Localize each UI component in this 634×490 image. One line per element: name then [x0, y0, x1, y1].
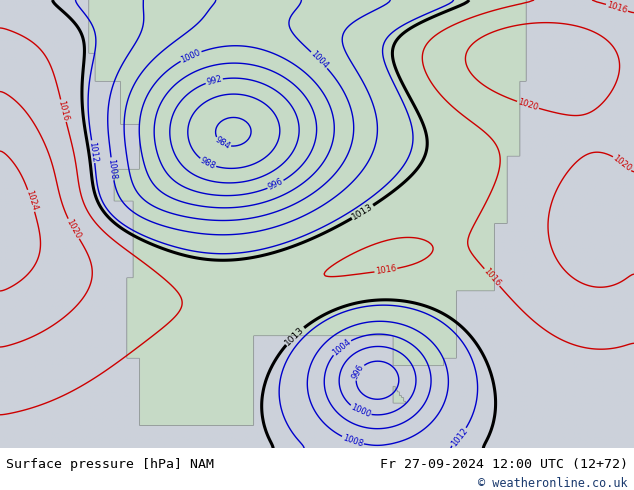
Text: 1016: 1016: [56, 99, 70, 122]
Text: 1000: 1000: [179, 48, 202, 65]
Text: 1020: 1020: [611, 153, 633, 173]
Text: 1013: 1013: [283, 325, 306, 347]
Text: 1016: 1016: [482, 267, 502, 288]
Text: 1008: 1008: [341, 433, 364, 448]
Text: 1000: 1000: [349, 403, 372, 420]
Text: 1020: 1020: [517, 98, 540, 113]
Text: 1012: 1012: [87, 141, 99, 163]
Text: 996: 996: [351, 363, 366, 381]
Text: Fr 27-09-2024 12:00 UTC (12+72): Fr 27-09-2024 12:00 UTC (12+72): [380, 458, 628, 471]
Text: 984: 984: [214, 135, 232, 151]
Text: 996: 996: [266, 177, 285, 192]
Text: 1016: 1016: [605, 0, 628, 15]
Text: 1004: 1004: [309, 49, 330, 71]
Text: 1020: 1020: [65, 218, 82, 240]
Text: 1012: 1012: [450, 426, 469, 448]
Text: 1024: 1024: [24, 189, 39, 212]
Text: 1013: 1013: [351, 202, 375, 222]
Text: 992: 992: [205, 74, 223, 87]
Text: Surface pressure [hPa] NAM: Surface pressure [hPa] NAM: [6, 458, 214, 471]
Text: © weatheronline.co.uk: © weatheronline.co.uk: [478, 477, 628, 490]
Text: 988: 988: [198, 155, 217, 171]
Text: 1016: 1016: [375, 264, 397, 276]
Text: 1004: 1004: [330, 337, 353, 357]
Text: 1008: 1008: [107, 158, 118, 180]
